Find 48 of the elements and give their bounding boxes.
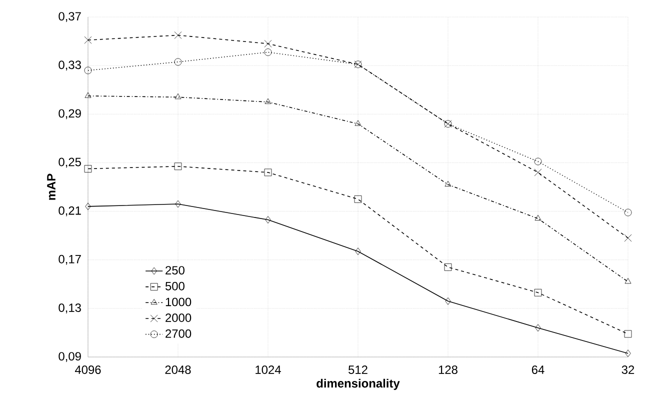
point bbox=[84, 165, 92, 172]
x-tick-label: 4096 bbox=[74, 366, 101, 374]
point bbox=[175, 200, 181, 208]
x-tick-label: 32 bbox=[622, 366, 634, 374]
legend-label: 2000 bbox=[166, 314, 192, 322]
point bbox=[264, 48, 272, 56]
point bbox=[354, 120, 362, 126]
point bbox=[534, 158, 542, 166]
point bbox=[174, 162, 182, 170]
point bbox=[445, 297, 451, 305]
point bbox=[264, 98, 272, 104]
point bbox=[84, 66, 92, 74]
x-tick-label: 512 bbox=[348, 366, 368, 374]
point bbox=[444, 180, 452, 187]
point bbox=[534, 288, 542, 296]
point bbox=[264, 168, 272, 176]
point bbox=[265, 216, 271, 224]
y-tick-label: 0,13 bbox=[58, 303, 81, 314]
y-tick-label: 0,25 bbox=[58, 158, 81, 168]
point bbox=[174, 93, 182, 100]
y-tick-label: 0,29 bbox=[58, 109, 81, 120]
y-tick-label: 0,09 bbox=[58, 352, 81, 362]
x-tick-label: 2048 bbox=[165, 366, 191, 374]
point bbox=[625, 350, 631, 358]
point bbox=[624, 330, 632, 338]
x-axis-title: dimensionality bbox=[316, 378, 400, 390]
point bbox=[354, 195, 362, 203]
y-tick-label: 0,37 bbox=[58, 12, 81, 22]
point bbox=[84, 92, 92, 98]
legend-label: 250 bbox=[166, 266, 184, 275]
x-tick-label: 128 bbox=[438, 366, 458, 374]
point bbox=[624, 278, 632, 284]
point bbox=[85, 202, 91, 210]
y-tick-label: 0,17 bbox=[58, 254, 81, 265]
point bbox=[534, 214, 542, 221]
point bbox=[355, 248, 361, 256]
x-tick-label: 64 bbox=[532, 366, 544, 374]
point bbox=[535, 324, 541, 332]
y-axis-title: mAP bbox=[47, 174, 56, 200]
y-tick-label: 0,21 bbox=[58, 206, 81, 216]
legend-label: 500 bbox=[165, 282, 184, 290]
legend-label: 1000 bbox=[166, 298, 192, 306]
point bbox=[444, 263, 452, 271]
point bbox=[624, 208, 632, 216]
y-tick-label: 0,33 bbox=[58, 60, 81, 71]
point bbox=[174, 58, 182, 66]
legend-label: 2700 bbox=[166, 329, 192, 338]
x-tick-label: 1024 bbox=[256, 366, 281, 374]
